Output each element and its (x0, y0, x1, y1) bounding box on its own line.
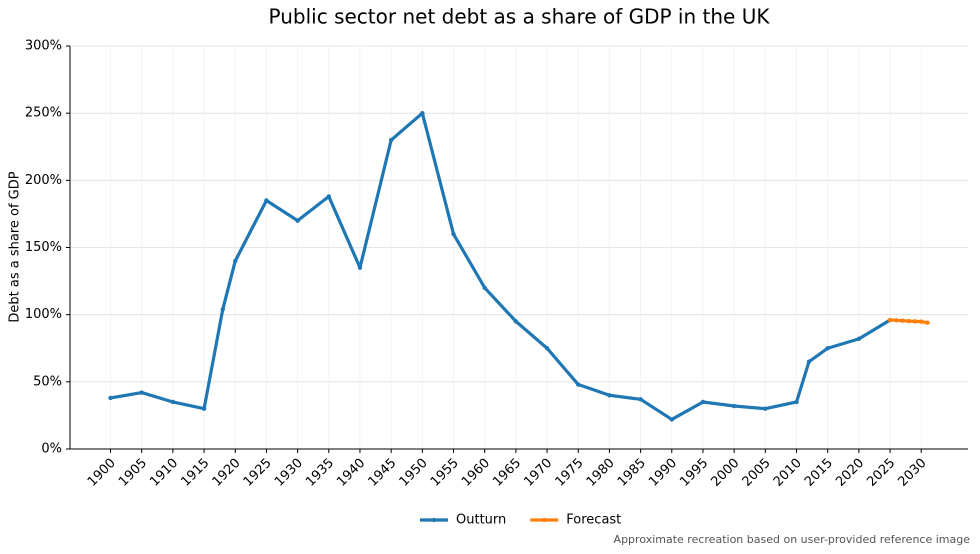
point (638, 397, 643, 402)
point (894, 318, 899, 323)
x-tick-label: 1940 (334, 456, 368, 490)
x-tick-label: 2000 (708, 456, 742, 490)
x-tick-label: 1925 (241, 456, 275, 490)
x-tick-label: 1955 (428, 456, 462, 490)
chart-title: Public sector net debt as a share of GDP… (269, 5, 771, 29)
point (451, 231, 456, 237)
point (912, 319, 918, 324)
x-tick-label: 2015 (802, 456, 836, 490)
x-tick-label: 1995 (677, 456, 711, 490)
legend-marker (542, 517, 547, 523)
y-tick-label: 200% (25, 173, 62, 188)
x-tick-label: 2030 (896, 456, 930, 490)
y-tick-label: 50% (33, 374, 62, 389)
x-tick-label: 1915 (178, 456, 212, 490)
point (906, 318, 911, 324)
point (763, 406, 768, 411)
y-tick-label: 150% (25, 240, 62, 255)
point (856, 336, 862, 342)
point (388, 137, 394, 143)
legend-marker (431, 517, 437, 523)
point (900, 318, 905, 323)
x-tick-label: 1900 (85, 456, 119, 490)
x-tick-label: 1935 (303, 456, 337, 490)
x-tick-label: 1960 (459, 456, 493, 490)
x-tick-label: 1965 (490, 456, 524, 490)
point (420, 110, 425, 116)
x-tick-label: 2005 (740, 456, 774, 490)
y-tick-label: 0% (41, 442, 62, 457)
point (139, 390, 144, 395)
point (513, 319, 519, 324)
point (544, 346, 550, 351)
point (220, 307, 225, 312)
point (576, 382, 581, 387)
y-tick-label: 100% (25, 307, 62, 322)
point (919, 319, 924, 324)
point (170, 399, 176, 405)
legend-label: Forecast (566, 513, 621, 528)
point (201, 406, 207, 411)
point (825, 346, 830, 351)
point (357, 265, 363, 270)
point (794, 399, 799, 405)
point (607, 393, 612, 398)
y-axis-label: Debt as a share of GDP (8, 171, 23, 322)
point (108, 395, 113, 401)
x-tick-label: 1905 (116, 456, 150, 490)
x-tick-label: 1975 (553, 456, 587, 490)
x-tick-label: 1920 (210, 456, 244, 490)
point (264, 198, 269, 203)
footnote: Approximate recreation based on user-pro… (614, 533, 971, 546)
point (925, 320, 930, 325)
x-tick-label: 1980 (584, 456, 618, 490)
point (233, 258, 238, 264)
legend-label: Outturn (456, 513, 506, 528)
y-tick-label: 300% (25, 39, 62, 54)
x-tick-label: 1950 (397, 456, 431, 490)
series-line (110, 111, 891, 422)
x-tick-label: 1910 (147, 456, 181, 490)
x-tick-label: 2025 (864, 456, 898, 490)
point (669, 417, 674, 422)
x-tick-label: 2020 (833, 456, 867, 490)
point (482, 285, 487, 290)
point (326, 194, 331, 199)
x-tick-label: 1970 (521, 456, 555, 490)
point (295, 218, 300, 223)
point (700, 399, 706, 405)
x-tick-label: 1990 (646, 456, 680, 490)
x-tick-label: 1985 (615, 456, 649, 490)
point (806, 359, 812, 364)
x-tick-label: 2010 (771, 456, 805, 490)
x-tick-label: 1930 (272, 456, 306, 490)
x-tick-label: 1945 (365, 456, 399, 490)
point (887, 317, 893, 323)
point (731, 403, 737, 409)
y-tick-label: 250% (25, 106, 62, 121)
